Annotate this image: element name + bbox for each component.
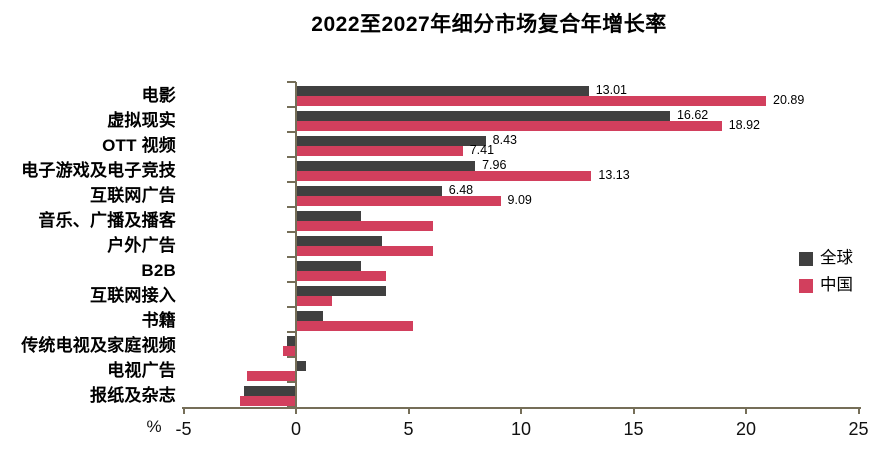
bar-value-label: 13.01 xyxy=(595,83,627,97)
bar-value-label: 7.41 xyxy=(469,143,495,157)
y-axis-tick xyxy=(287,356,296,358)
bar-value-label: 13.13 xyxy=(598,168,630,182)
bar-china xyxy=(296,271,386,281)
bar-value-label: 20.89 xyxy=(773,93,805,107)
bar-global xyxy=(296,136,486,146)
y-axis-tick xyxy=(287,156,296,158)
x-axis-tick xyxy=(632,407,635,414)
category-label: 虚拟现实 xyxy=(107,111,176,130)
x-axis-tick-label: 25 xyxy=(848,419,869,439)
x-axis-tick xyxy=(407,407,410,414)
category-label: 互联网接入 xyxy=(90,286,176,305)
y-axis-tick xyxy=(287,306,296,308)
category-label: 电影 xyxy=(141,86,176,105)
x-axis-tick-label: -5 xyxy=(175,419,192,439)
x-axis-tick-label: 15 xyxy=(623,419,644,439)
bar-china xyxy=(296,246,434,256)
y-axis-tick xyxy=(287,106,296,108)
y-axis-tick xyxy=(287,181,296,183)
bar-global xyxy=(296,211,362,221)
legend: 全球 中国 xyxy=(799,249,853,305)
bar-global xyxy=(296,236,382,246)
x-axis-tick xyxy=(182,407,185,414)
y-axis-tick xyxy=(287,281,296,283)
chart-title: 2022至2027年细分市场复合年增长率 xyxy=(311,13,667,36)
y-axis-tick xyxy=(287,131,296,133)
x-axis-tick-label: 0 xyxy=(290,419,301,439)
y-axis-line xyxy=(295,82,297,414)
legend-label: 全球 xyxy=(820,249,853,267)
bar-china xyxy=(239,396,296,406)
y-axis-tick xyxy=(287,381,296,383)
y-axis-tick xyxy=(287,206,296,208)
bar-global xyxy=(296,311,323,321)
x-axis-tick-label: 20 xyxy=(735,419,757,439)
bar-china xyxy=(296,171,592,181)
category-label: 电子游戏及电子竞技 xyxy=(21,161,176,180)
y-axis-tick xyxy=(287,256,296,258)
category-label: B2B xyxy=(141,261,176,280)
x-axis-unit-label: % xyxy=(146,417,162,436)
bar-global xyxy=(296,86,589,96)
category-label: 电视广告 xyxy=(107,361,176,380)
bar-value-label: 7.96 xyxy=(482,158,507,172)
bar-china xyxy=(296,121,722,131)
bar-global xyxy=(244,386,296,396)
bar-china xyxy=(296,96,767,106)
bar-china xyxy=(282,346,296,356)
bar-china xyxy=(296,296,332,306)
legend-swatch-global xyxy=(799,251,813,266)
x-axis-tick xyxy=(745,407,747,414)
bar-global xyxy=(296,161,476,171)
x-axis-tick xyxy=(295,407,297,414)
legend-item-china: 中国 xyxy=(799,276,853,294)
x-axis-tick-label: 5 xyxy=(403,419,414,439)
category-label: 书籍 xyxy=(141,311,176,330)
bar-value-label: 8.43 xyxy=(492,133,518,147)
x-axis-tick xyxy=(520,407,522,414)
category-label: 户外广告 xyxy=(107,236,176,255)
category-label: 报纸及杂志 xyxy=(90,386,176,405)
category-label: 传统电视及家庭视频 xyxy=(21,336,176,355)
bar-china xyxy=(296,196,501,206)
bar-global xyxy=(296,286,386,296)
bar-global xyxy=(296,111,670,121)
bar-global xyxy=(296,186,442,196)
bar-china xyxy=(296,221,434,231)
bar-china xyxy=(246,371,296,381)
legend-item-global: 全球 xyxy=(799,249,853,267)
category-label: OTT 视频 xyxy=(102,136,176,155)
y-axis-tick xyxy=(287,231,296,233)
y-axis-tick xyxy=(287,331,296,333)
category-label: 互联网广告 xyxy=(90,186,176,205)
y-axis-tick xyxy=(287,81,296,83)
legend-swatch-china xyxy=(799,278,813,293)
bar-value-label: 9.09 xyxy=(507,193,532,207)
bar-value-label: 18.92 xyxy=(728,118,760,132)
category-label: 音乐、广播及播客 xyxy=(38,211,176,230)
bar-china xyxy=(296,146,463,156)
x-axis-tick-label: 10 xyxy=(510,419,532,439)
bar-global xyxy=(287,336,296,346)
x-axis-tick xyxy=(857,407,860,414)
bar-value-label: 16.62 xyxy=(676,108,709,122)
legend-label: 中国 xyxy=(820,276,853,294)
bar-value-label: 6.48 xyxy=(448,183,474,197)
bar-china xyxy=(296,321,413,331)
bar-global xyxy=(296,261,362,271)
bar-global xyxy=(296,361,307,371)
